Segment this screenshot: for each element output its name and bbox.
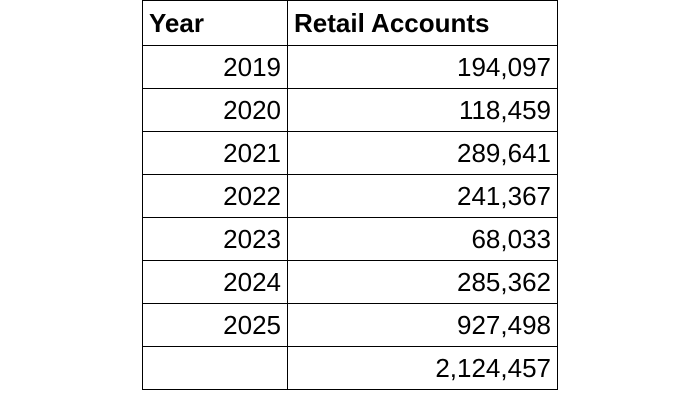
accounts-cell: 2,124,457 [287,346,558,390]
header-cell: Year [142,0,288,46]
accounts-cell: 285,362 [287,260,558,304]
header-row: Year Retail Accounts [142,0,558,46]
year-cell: 2019 [142,45,288,89]
table-row: 2020 118,459 [142,88,558,132]
table-row: 2022 241,367 [142,174,558,218]
accounts-cell: 289,641 [287,131,558,175]
year-cell: 2025 [142,303,288,347]
data-table: Year Retail Accounts 2019 194,097 2020 118,4… [142,0,558,390]
accounts-cell: 118,459 [287,88,558,132]
accounts-cell: 68,033 [287,217,558,261]
year-cell: 2024 [142,260,288,304]
table-row: 2019 194,097 [142,45,558,89]
accounts-cell: 241,367 [287,174,558,218]
table-row: 2023 68,033 [142,217,558,261]
accounts-cell: 927,498 [287,303,558,347]
table-row: 2024 285,362 [142,260,558,304]
year-cell: 2022 [142,174,288,218]
table-header: Year Retail Accounts [142,0,558,46]
table-body: 2019 194,097 2020 118,459 2021 289,641 2022 241… [142,45,558,390]
year-cell: 2021 [142,131,288,175]
table-row: 2021 289,641 [142,131,558,175]
header-cell: Retail Accounts [287,0,558,46]
year-cell [142,346,288,390]
table-row: 2,124,457 [142,346,558,390]
accounts-cell: 194,097 [287,45,558,89]
year-cell: 2023 [142,217,288,261]
year-cell: 2020 [142,88,288,132]
table-row: 2025 927,498 [142,303,558,347]
